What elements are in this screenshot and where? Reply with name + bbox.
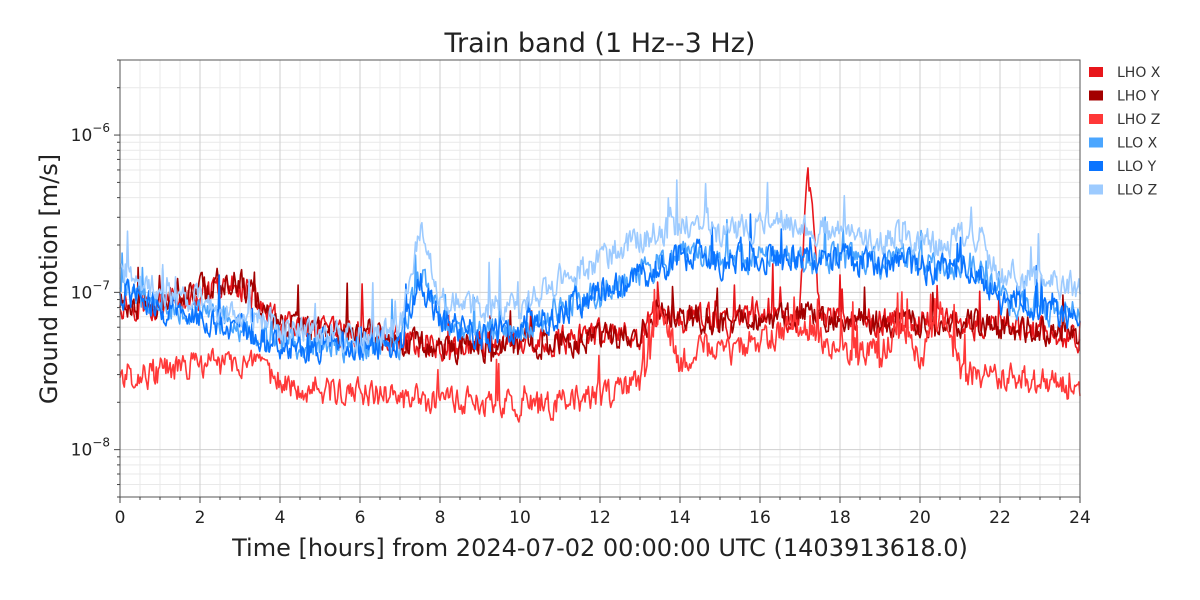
- legend-swatch: [1089, 161, 1103, 171]
- x-tick-label: 18: [829, 508, 851, 528]
- x-tick-label: 22: [989, 508, 1011, 528]
- legend-swatch: [1089, 90, 1103, 101]
- legend-swatch: [1089, 67, 1103, 77]
- series-layer: [119, 167, 1081, 423]
- y-tick-label: 10−6: [71, 121, 110, 146]
- legend-swatch: [1089, 137, 1103, 148]
- x-tick-label: 0: [115, 508, 126, 528]
- y-axis: 10−8 10−7 10−6: [71, 59, 120, 498]
- legend: LHO X LHO Y LHO Z LLO X LLO Y LLO Z: [1089, 65, 1161, 199]
- y-tick-label: 10−8: [71, 436, 110, 461]
- x-tick-label: 16: [749, 508, 771, 528]
- legend-label: LLO X: [1117, 136, 1158, 152]
- x-tick-label: 12: [589, 508, 611, 528]
- legend-label: LHO Z: [1117, 112, 1160, 128]
- chart-title: Train band (1 Hz--3 Hz): [444, 28, 756, 59]
- x-tick-label: 4: [275, 508, 286, 528]
- x-axis: 0 2 4 6 8 10 12 14 16 18 20 22 24: [115, 497, 1091, 528]
- x-tick-label: 24: [1069, 508, 1091, 528]
- legend-swatch: [1089, 184, 1103, 195]
- x-tick-label: 10: [509, 508, 531, 528]
- x-tick-label: 8: [435, 508, 446, 528]
- series-line-llo-z: [119, 179, 1081, 354]
- legend-label: LHO X: [1117, 65, 1161, 81]
- x-axis-label: Time [hours] from 2024-07-02 00:00:00 UT…: [231, 534, 968, 562]
- legend-swatch: [1089, 114, 1103, 124]
- x-tick-label: 14: [669, 508, 691, 528]
- y-tick-label: 10−7: [71, 278, 110, 303]
- series-line-lho-x: [119, 167, 1081, 362]
- x-tick-label: 2: [195, 508, 206, 528]
- y-axis-label: Ground motion [m/s]: [35, 154, 63, 404]
- series-line-lho-y: [119, 266, 1081, 366]
- series-line-llo-y: [119, 213, 1081, 365]
- legend-label: LLO Y: [1117, 159, 1157, 175]
- legend-label: LHO Y: [1117, 89, 1160, 105]
- legend-label: LLO Z: [1117, 183, 1157, 199]
- series-line-lho-z: [119, 288, 1081, 423]
- x-tick-label: 20: [909, 508, 931, 528]
- x-tick-label: 6: [355, 508, 366, 528]
